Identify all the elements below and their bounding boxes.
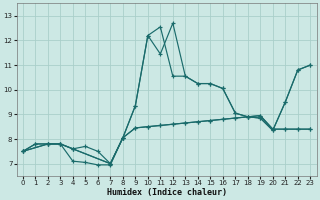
X-axis label: Humidex (Indice chaleur): Humidex (Indice chaleur) (107, 188, 227, 197)
